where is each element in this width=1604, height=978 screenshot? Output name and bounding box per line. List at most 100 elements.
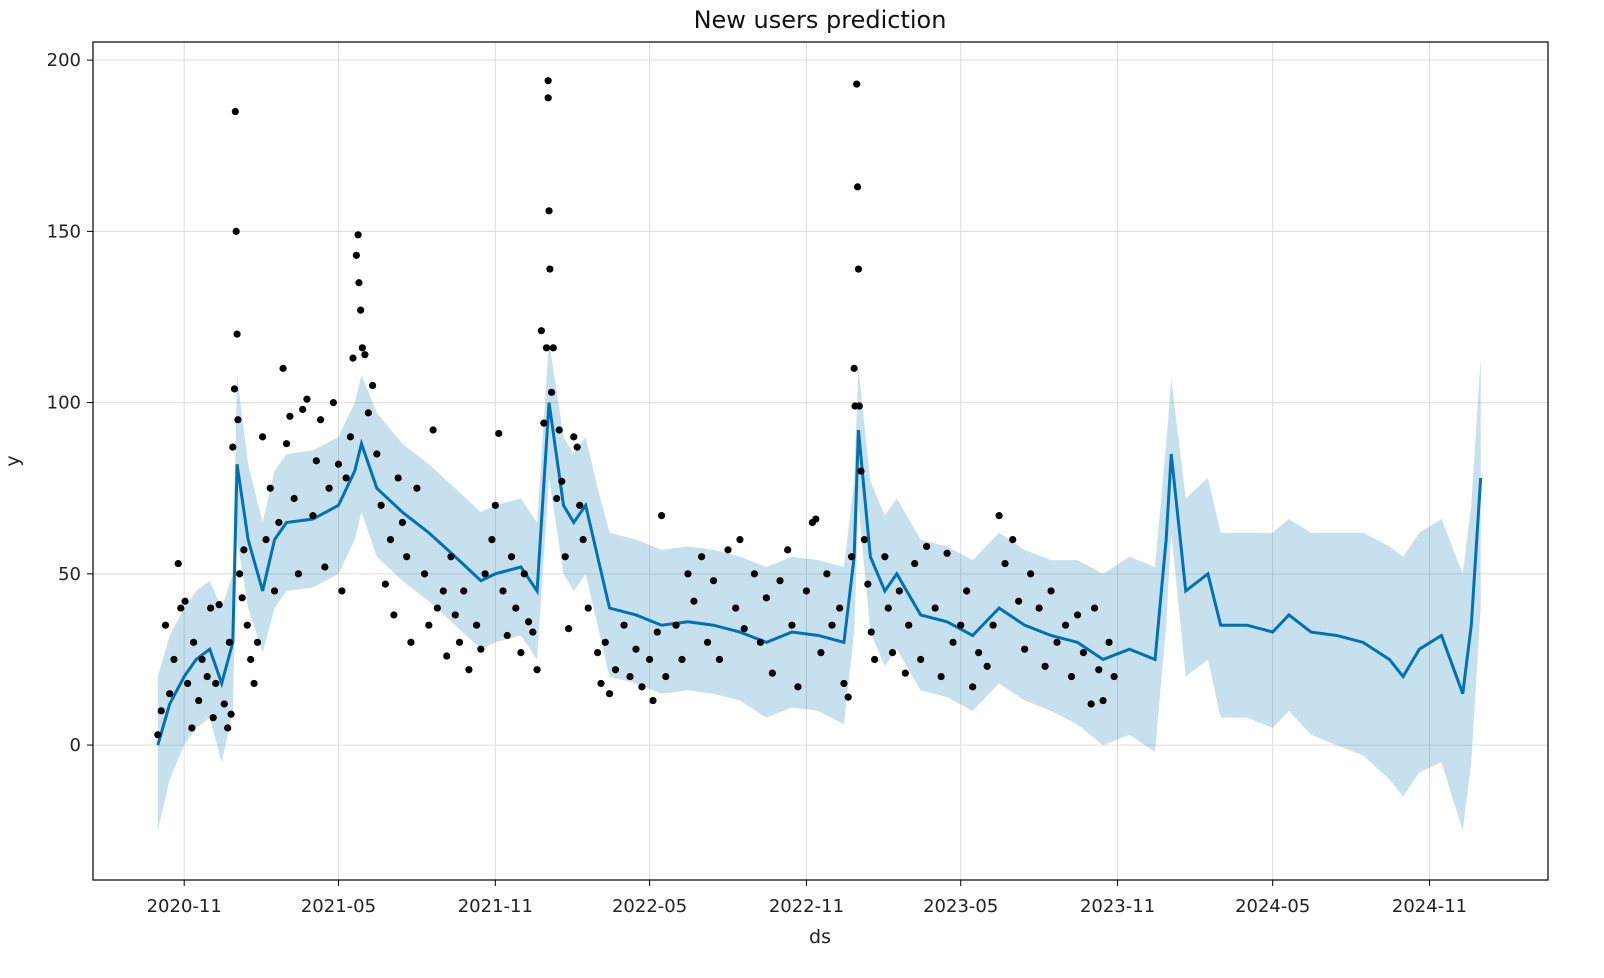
x-tick-label: 2022-05 bbox=[612, 896, 687, 917]
x-tick-label: 2023-05 bbox=[923, 896, 998, 917]
actual-point bbox=[555, 426, 563, 434]
actual-point bbox=[1053, 638, 1061, 646]
actual-point bbox=[529, 628, 537, 636]
actual-point bbox=[857, 467, 865, 475]
actual-point bbox=[684, 570, 692, 578]
actual-point bbox=[243, 621, 251, 629]
actual-point bbox=[850, 364, 858, 372]
actual-point bbox=[750, 570, 759, 578]
actual-point bbox=[439, 587, 447, 595]
actual-point bbox=[1095, 666, 1103, 674]
actual-point bbox=[1087, 700, 1095, 708]
actual-point bbox=[576, 501, 584, 509]
actual-point bbox=[840, 679, 848, 688]
actual-point bbox=[207, 604, 215, 612]
actual-point bbox=[594, 649, 602, 657]
actual-point bbox=[553, 494, 561, 503]
actual-point bbox=[784, 546, 792, 554]
actual-point bbox=[240, 546, 248, 554]
actual-point bbox=[544, 77, 552, 85]
y-axis: 0 50 100 150 200 bbox=[47, 50, 93, 756]
actual-point bbox=[549, 344, 557, 352]
actual-point bbox=[262, 535, 270, 544]
actual-point bbox=[905, 621, 913, 629]
actual-point bbox=[275, 518, 283, 527]
actual-point bbox=[266, 484, 274, 492]
actual-point bbox=[1021, 645, 1029, 653]
actual-point bbox=[1061, 621, 1070, 629]
actual-point bbox=[238, 594, 246, 602]
actual-point bbox=[381, 580, 389, 588]
actual-point bbox=[561, 553, 569, 561]
actual-point bbox=[611, 666, 620, 674]
actual-point bbox=[361, 351, 369, 359]
actual-point bbox=[215, 601, 223, 609]
actual-point bbox=[294, 570, 303, 578]
actual-point bbox=[455, 638, 464, 646]
actual-point bbox=[1015, 597, 1023, 605]
actual-point bbox=[802, 587, 811, 595]
actual-point bbox=[357, 306, 365, 314]
actual-point bbox=[740, 625, 748, 633]
actual-point bbox=[788, 621, 796, 629]
actual-point bbox=[969, 683, 977, 691]
actual-point bbox=[715, 655, 724, 664]
x-tick-label: 2020-11 bbox=[147, 896, 222, 917]
actual-point bbox=[233, 330, 241, 338]
actual-point bbox=[871, 655, 879, 664]
actual-point bbox=[949, 638, 957, 646]
actual-point bbox=[358, 344, 366, 352]
actual-point bbox=[212, 679, 220, 688]
actual-point bbox=[346, 433, 355, 441]
actual-point bbox=[584, 604, 592, 612]
actual-point bbox=[259, 433, 267, 441]
actual-point bbox=[901, 669, 909, 677]
actual-point bbox=[354, 231, 362, 239]
actual-point bbox=[451, 611, 459, 619]
actual-point bbox=[943, 549, 951, 557]
plot-frame bbox=[92, 41, 1549, 881]
actual-point bbox=[433, 604, 441, 612]
y-tick-label: 0 bbox=[70, 735, 81, 756]
y-tick-label: 200 bbox=[47, 50, 81, 71]
actual-point bbox=[1041, 662, 1049, 670]
actual-point bbox=[524, 618, 533, 626]
actual-point bbox=[299, 405, 307, 414]
actual-point bbox=[823, 570, 831, 578]
actual-point bbox=[198, 655, 206, 664]
actual-point bbox=[632, 645, 640, 653]
actual-point bbox=[403, 553, 411, 561]
actual-point bbox=[282, 440, 291, 448]
actual-point bbox=[817, 649, 825, 657]
actual-point bbox=[230, 385, 239, 393]
actual-point bbox=[507, 553, 516, 561]
actual-point bbox=[234, 416, 242, 424]
actual-point bbox=[184, 679, 192, 688]
y-tick-label: 150 bbox=[47, 221, 81, 242]
actual-point bbox=[177, 604, 185, 612]
actual-point bbox=[174, 559, 182, 568]
actual-point bbox=[678, 655, 686, 664]
y-axis-label: y bbox=[2, 455, 24, 466]
x-tick-label: 2024-05 bbox=[1235, 896, 1310, 917]
actual-point bbox=[794, 683, 802, 691]
actual-point bbox=[573, 443, 581, 451]
actual-point bbox=[253, 638, 262, 646]
actual-point bbox=[420, 570, 429, 578]
actual-point bbox=[1099, 696, 1107, 705]
actual-point bbox=[649, 696, 657, 705]
actual-point bbox=[334, 460, 343, 468]
actual-point bbox=[425, 621, 433, 629]
x-tick-label: 2023-11 bbox=[1080, 896, 1155, 917]
actual-point bbox=[161, 621, 170, 629]
actual-point bbox=[512, 604, 520, 612]
actual-point bbox=[917, 655, 925, 664]
actual-point bbox=[154, 731, 162, 739]
actual-point bbox=[407, 638, 415, 646]
actual-point bbox=[250, 679, 258, 688]
actual-point bbox=[537, 327, 545, 335]
actual-point bbox=[768, 669, 776, 677]
actual-point bbox=[1105, 638, 1113, 646]
actual-point bbox=[724, 546, 732, 554]
